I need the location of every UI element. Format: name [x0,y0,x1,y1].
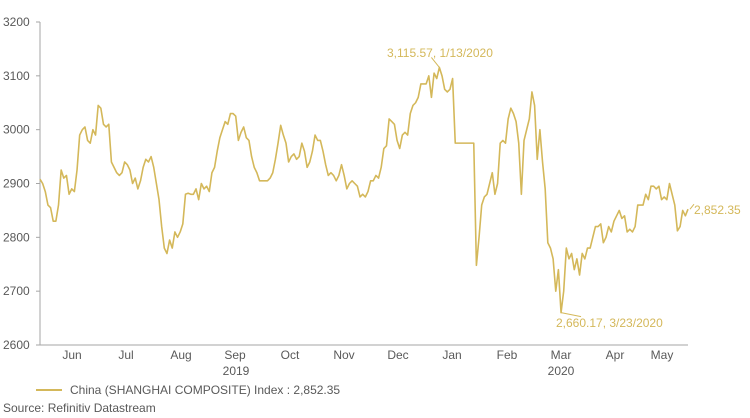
x-tick-label: Dec [387,348,408,362]
x-tick-label: Sep [224,348,246,362]
y-axis-ticks: 3200 3100 3000 2900 2800 2700 2600 [3,15,40,352]
y-tick-label: 2700 [3,284,30,298]
year-label: 2019 [223,364,250,378]
x-tick-label: Jun [62,348,81,362]
annotation-leader [689,203,695,210]
x-tick-label: Feb [497,348,518,362]
y-tick-label: 2900 [3,177,30,191]
x-tick-label: May [651,348,674,362]
x-tick-label: Oct [281,348,300,362]
year-label: 2020 [548,364,575,378]
annotation-leader [560,312,582,318]
series-line [39,66,689,314]
y-tick-label: 2800 [3,230,30,244]
x-tick-label: Nov [333,348,354,362]
annotation-high-label: 3,115.57, 1/13/2020 [387,46,493,60]
y-tick-label: 3100 [3,69,30,83]
x-axis-ticks: Jun Jul Aug Sep Oct Nov Dec Jan Feb Mar Apr May 2019… [62,348,673,378]
y-tick-label: 2600 [3,338,30,352]
series-group [39,66,689,314]
annotation-group: 3,115.57, 1/13/2020 2,660.17, 3/23/2020 2,… [387,46,741,330]
x-tick-label: Apr [606,348,625,362]
x-tick-label: Mar [551,348,572,362]
y-tick-label: 3200 [3,15,30,29]
y-tick-label: 3000 [3,123,30,137]
x-tick-label: Jul [118,348,133,362]
x-tick-label: Aug [170,348,191,362]
legend-swatch [36,389,62,391]
legend: China (SHANGHAI COMPOSITE) Index : 2,852… [36,383,340,397]
legend-label: China (SHANGHAI COMPOSITE) Index : 2,852… [70,383,341,397]
annotation-leader [430,57,440,68]
x-tick-label: Jan [442,348,461,362]
source-note: Source: Refinitiv Datastream [3,401,156,415]
annotation-last-label: 2,852.35 [694,203,741,217]
annotation-low-label: 2,660.17, 3/23/2020 [556,316,663,330]
